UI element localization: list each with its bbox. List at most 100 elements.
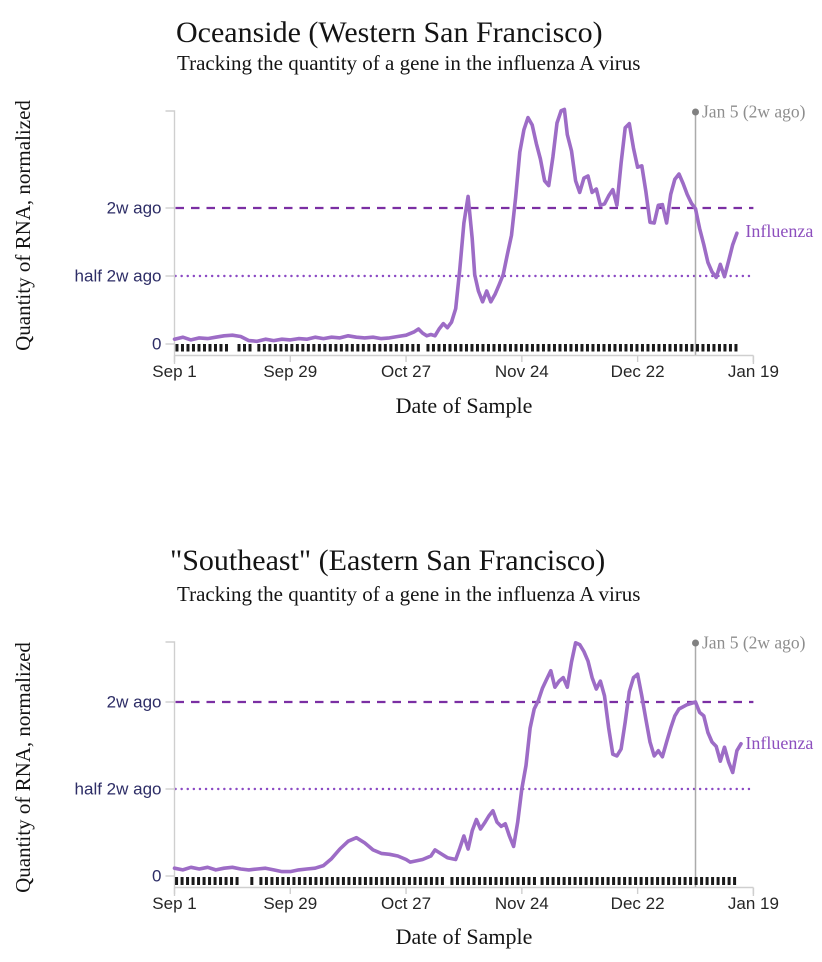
rug-tick bbox=[525, 344, 529, 352]
rug-tick bbox=[712, 344, 716, 352]
rug-tick bbox=[237, 344, 241, 352]
rug-tick bbox=[706, 344, 710, 352]
chart1-subtitle: Tracking the quantity of a gene in the i… bbox=[177, 51, 641, 75]
y-tick-label: 2w ago bbox=[107, 199, 162, 218]
rug-tick bbox=[716, 877, 720, 885]
rug-tick bbox=[540, 877, 544, 885]
rug-tick bbox=[191, 877, 195, 885]
rug-tick bbox=[455, 877, 459, 885]
rug-tick bbox=[584, 877, 588, 885]
rug-tick bbox=[624, 344, 628, 352]
rug-tick bbox=[488, 877, 492, 885]
rug-tick bbox=[448, 344, 452, 352]
rug-tick bbox=[470, 344, 474, 352]
rug-tick bbox=[481, 344, 485, 352]
rug-tick bbox=[336, 877, 340, 885]
rug-tick bbox=[264, 877, 268, 885]
chart1-y-axis-title: Quantity of RNA, normalized bbox=[11, 100, 35, 351]
rug-tick bbox=[618, 344, 622, 352]
rug-tick bbox=[591, 344, 595, 352]
rug-tick bbox=[617, 877, 621, 885]
x-tick-label: Jan 19 bbox=[728, 362, 779, 381]
rug-tick bbox=[722, 877, 726, 885]
rug-tick bbox=[640, 344, 644, 352]
x-tick-label: Nov 24 bbox=[495, 362, 549, 381]
rug-tick bbox=[645, 877, 649, 885]
rug-tick bbox=[602, 344, 606, 352]
rug-tick bbox=[728, 344, 732, 352]
rug-tick bbox=[552, 344, 556, 352]
rug-tick bbox=[475, 344, 479, 352]
rug-tick bbox=[431, 344, 435, 352]
series-label: Influenza bbox=[745, 221, 813, 241]
rug-tick bbox=[499, 877, 503, 885]
rug-tick bbox=[345, 344, 349, 352]
rug-tick bbox=[301, 344, 305, 352]
rug-tick bbox=[262, 344, 266, 352]
rug-tick bbox=[303, 877, 307, 885]
rug-tick bbox=[646, 344, 650, 352]
rug-tick bbox=[689, 877, 693, 885]
rug-tick bbox=[569, 344, 573, 352]
rug-tick bbox=[243, 344, 247, 352]
rug-tick bbox=[563, 344, 567, 352]
rug-tick bbox=[248, 344, 252, 352]
rug-tick bbox=[367, 344, 371, 352]
event-dot bbox=[692, 108, 700, 116]
rug-tick bbox=[405, 344, 409, 352]
rug-tick bbox=[629, 344, 633, 352]
rug-tick bbox=[606, 877, 610, 885]
rug-tick bbox=[292, 877, 296, 885]
rug-tick bbox=[667, 877, 671, 885]
rug-tick bbox=[435, 877, 439, 885]
rug-tick bbox=[361, 344, 365, 352]
rug-tick bbox=[219, 344, 223, 352]
x-tick-label: Oct 27 bbox=[381, 894, 431, 913]
rug-tick bbox=[407, 877, 411, 885]
rug-tick bbox=[596, 344, 600, 352]
rug-tick bbox=[290, 344, 294, 352]
rug-tick bbox=[694, 877, 698, 885]
rug-tick bbox=[651, 344, 655, 352]
rug-tick bbox=[695, 344, 699, 352]
rug-tick bbox=[510, 877, 514, 885]
rug-tick bbox=[551, 877, 555, 885]
rug-tick bbox=[275, 877, 279, 885]
rug-tick bbox=[317, 344, 321, 352]
chart2-plot: Jan 5 (2w ago) 0 half 2w ago 2w ago Sep 1 Sep… bbox=[75, 633, 814, 914]
rug-tick bbox=[562, 877, 566, 885]
y-tick-label: half 2w ago bbox=[75, 267, 162, 286]
rug-tick bbox=[213, 877, 217, 885]
rug-tick bbox=[418, 877, 422, 885]
axis-lines bbox=[165, 641, 754, 889]
series-label: Influenza bbox=[745, 733, 813, 753]
rug-tick bbox=[374, 877, 378, 885]
rug-tick bbox=[705, 877, 709, 885]
rug-tick bbox=[701, 344, 705, 352]
rug-tick bbox=[286, 877, 290, 885]
axis-lines bbox=[165, 110, 754, 357]
rug-tick bbox=[175, 344, 179, 352]
rug-tick bbox=[385, 877, 389, 885]
rug-tick bbox=[312, 344, 316, 352]
rug-tick bbox=[483, 877, 487, 885]
rug-tick bbox=[679, 344, 683, 352]
rug-tick bbox=[580, 344, 584, 352]
rug-tick bbox=[650, 877, 654, 885]
rug-tick bbox=[477, 877, 481, 885]
rug-tick bbox=[358, 877, 362, 885]
rug-tick bbox=[356, 344, 360, 352]
rug-marks bbox=[175, 877, 737, 885]
rug-tick bbox=[585, 344, 589, 352]
rug-tick bbox=[505, 877, 509, 885]
rug-tick bbox=[219, 877, 223, 885]
x-tick-label: Sep 1 bbox=[152, 894, 196, 913]
rug-tick bbox=[402, 877, 406, 885]
y-tick-label: half 2w ago bbox=[75, 780, 162, 799]
rug-tick bbox=[268, 344, 272, 352]
rug-tick bbox=[369, 877, 373, 885]
rug-tick bbox=[363, 877, 367, 885]
rug-tick bbox=[308, 877, 312, 885]
rug-tick bbox=[464, 344, 468, 352]
